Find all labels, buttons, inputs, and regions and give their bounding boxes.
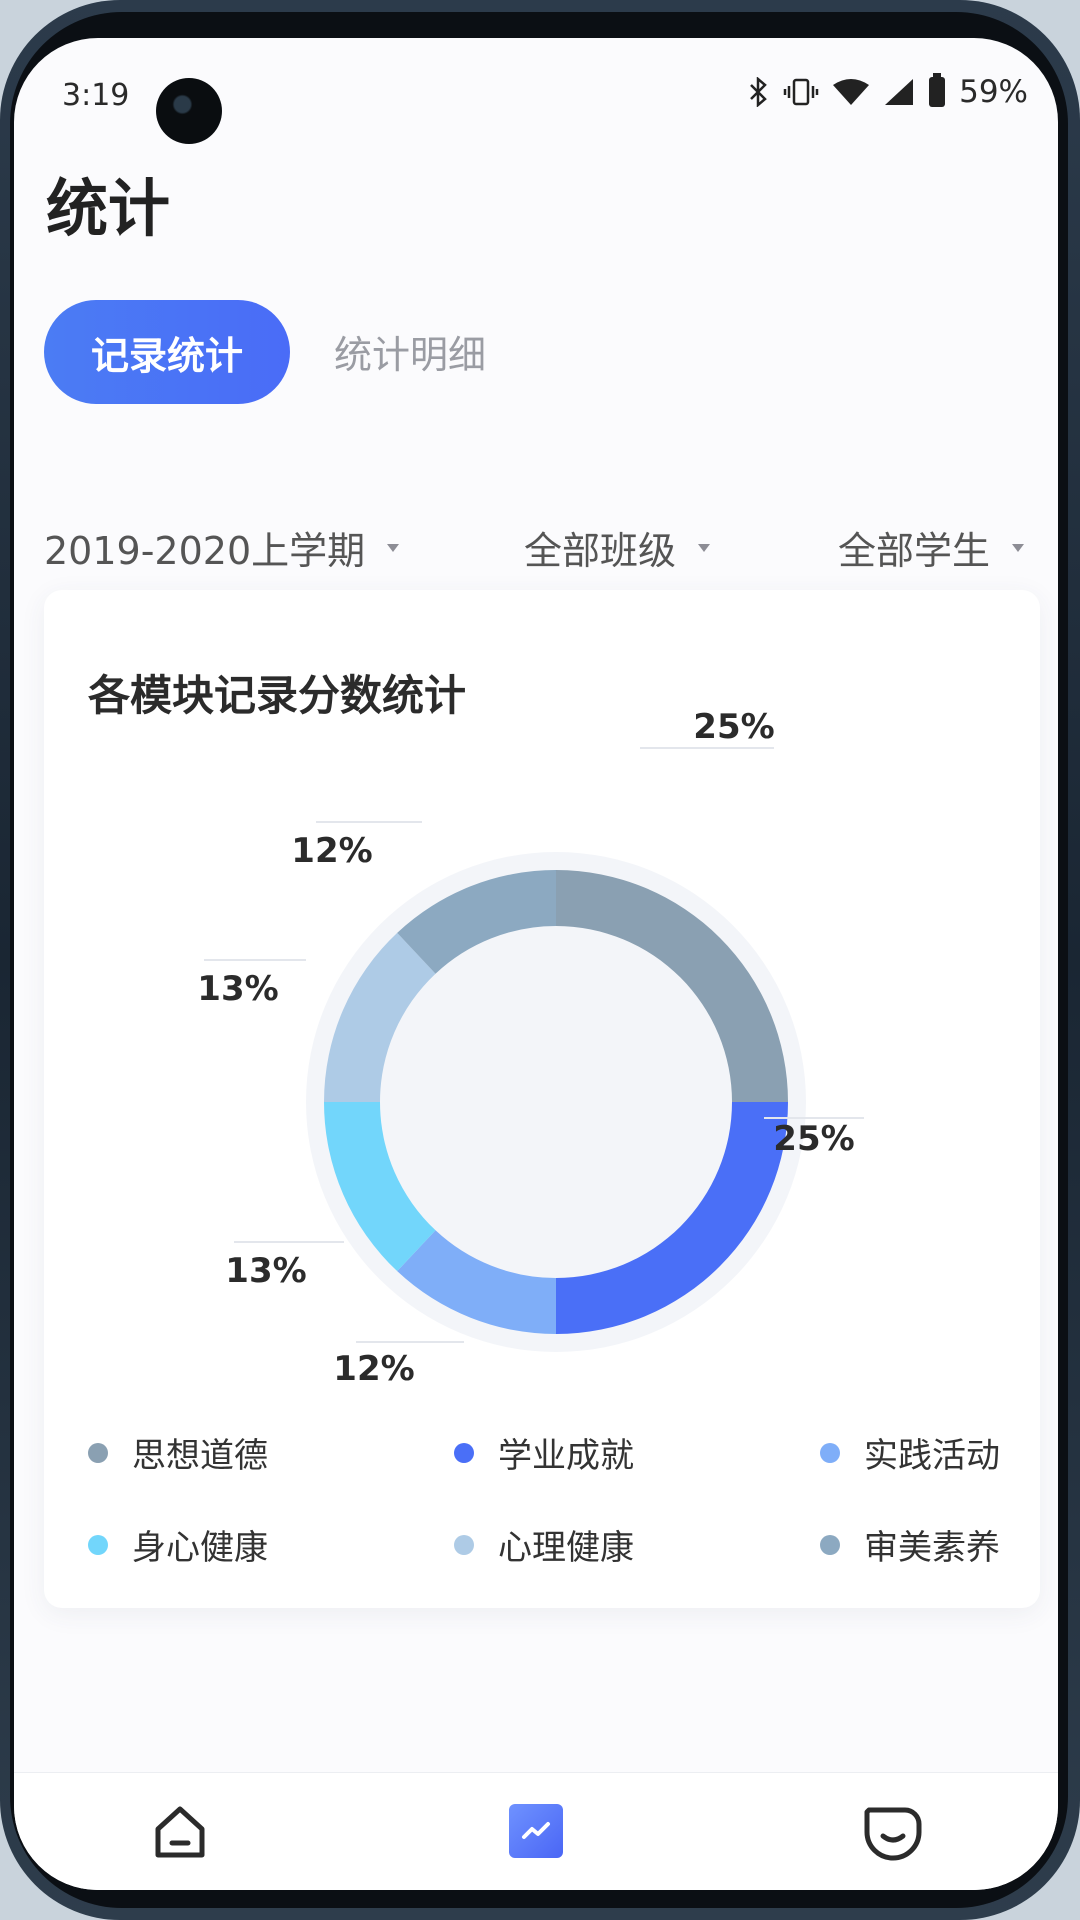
legend-dot bbox=[454, 1534, 474, 1555]
screen: 3:19 59% 统计 记录统计 统计明细 2019-2020上学期 全部 bbox=[14, 38, 1058, 1890]
legend-item: 心理健康 bbox=[454, 1520, 634, 1569]
donut-slice[interactable] bbox=[556, 1102, 788, 1334]
nav-home[interactable] bbox=[140, 1791, 220, 1871]
slice-percent-label: 25% bbox=[773, 1119, 854, 1159]
chevron-down-icon bbox=[698, 543, 711, 552]
semester-dropdown[interactable]: 2019-2020上学期 bbox=[44, 520, 400, 575]
class-dropdown[interactable]: 全部班级 bbox=[524, 520, 711, 575]
legend-dot bbox=[88, 1442, 108, 1463]
legend-label: 思想道德 bbox=[132, 1436, 268, 1476]
page-title: 统计 bbox=[46, 172, 171, 245]
slice-percent-label: 12% bbox=[333, 1349, 414, 1389]
donut-slice[interactable] bbox=[324, 932, 436, 1102]
vibrate-icon bbox=[783, 78, 819, 106]
tab-stats-detail[interactable]: 统计明细 bbox=[334, 333, 487, 377]
card-title: 各模块记录分数统计 bbox=[88, 671, 467, 720]
nav-stats[interactable] bbox=[496, 1791, 576, 1871]
stats-icon bbox=[509, 1804, 563, 1858]
legend-item: 思想道德 bbox=[88, 1428, 268, 1477]
legend-item: 学业成就 bbox=[454, 1428, 634, 1477]
chevron-down-icon bbox=[387, 543, 400, 552]
status-icons: 59% bbox=[747, 73, 1028, 110]
home-icon bbox=[155, 1806, 205, 1858]
class-label: 全部班级 bbox=[524, 529, 677, 573]
wifi-icon bbox=[833, 79, 870, 105]
legend-item: 审美素养 bbox=[820, 1520, 1000, 1569]
legend-label: 学业成就 bbox=[498, 1436, 634, 1476]
donut-chart: 25% 25% 12% 13% 13% 12% bbox=[197, 707, 864, 1389]
donut-slice[interactable] bbox=[324, 1102, 436, 1272]
tab-record-stats[interactable]: 记录统计 bbox=[44, 300, 290, 404]
signal-icon bbox=[885, 79, 914, 105]
front-camera bbox=[156, 78, 222, 144]
legend-label: 审美素养 bbox=[864, 1528, 1000, 1568]
stats-card: 各模块记录分数统计 25% 25% 12% 13% 13% 12% 思想道德 学业成就 实践活… bbox=[44, 590, 1040, 1608]
legend-dot bbox=[454, 1442, 474, 1463]
legend-label: 实践活动 bbox=[864, 1436, 1000, 1476]
status-bar: 3:19 59% bbox=[14, 38, 1058, 148]
profile-face-icon bbox=[864, 1807, 922, 1861]
legend-item: 实践活动 bbox=[820, 1428, 1000, 1477]
legend-dot bbox=[88, 1534, 108, 1555]
chevron-down-icon bbox=[1012, 543, 1025, 552]
slice-percent-label: 12% bbox=[291, 831, 372, 871]
semester-label: 2019-2020上学期 bbox=[44, 529, 366, 573]
legend-label: 心理健康 bbox=[498, 1528, 634, 1568]
slice-percent-label: 13% bbox=[225, 1251, 306, 1291]
battery-icon bbox=[929, 73, 946, 107]
legend-dot bbox=[820, 1534, 840, 1555]
legend-item: 身心健康 bbox=[88, 1520, 268, 1569]
slice-percent-label: 25% bbox=[693, 707, 774, 747]
legend-dot bbox=[820, 1442, 840, 1463]
bottom-nav bbox=[14, 1772, 1058, 1890]
battery-percent: 59% bbox=[959, 74, 1028, 110]
slice-percent-label: 13% bbox=[197, 969, 278, 1009]
student-dropdown[interactable]: 全部学生 bbox=[838, 520, 1025, 575]
bluetooth-icon bbox=[750, 77, 767, 107]
legend-label: 身心健康 bbox=[132, 1528, 268, 1568]
donut-slice[interactable] bbox=[397, 870, 556, 974]
donut-slice[interactable] bbox=[397, 1230, 556, 1334]
student-label: 全部学生 bbox=[838, 529, 991, 573]
nav-profile[interactable] bbox=[852, 1791, 932, 1871]
status-time: 3:19 bbox=[62, 78, 130, 113]
donut-background bbox=[306, 852, 806, 1352]
donut-slice[interactable] bbox=[556, 870, 788, 1102]
